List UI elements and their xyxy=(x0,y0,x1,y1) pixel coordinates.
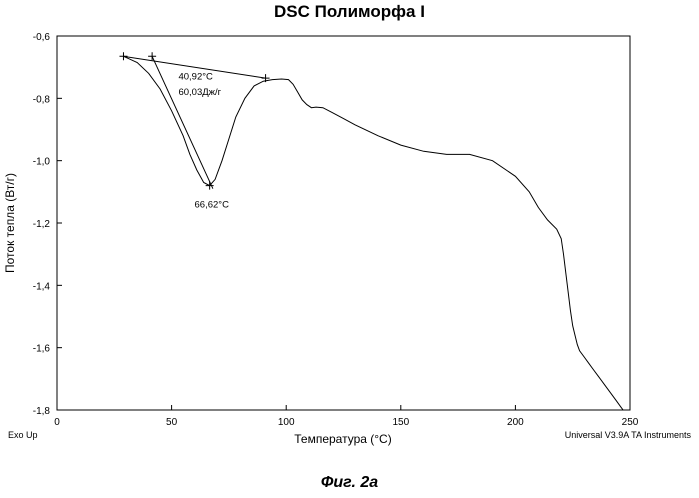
y-tick-label: -1,8 xyxy=(33,406,51,417)
x-tick-label: 250 xyxy=(622,417,639,428)
annotations: 40,92°C 60,03Дж/г 66,62°C xyxy=(178,72,229,211)
instrument-label: Universal V3.9A TA Instruments xyxy=(565,430,691,440)
exo-up-label: Exo Up xyxy=(8,430,38,440)
annotation-label: 66,62°C xyxy=(195,199,230,210)
x-axis-ticks: 0 50 100 150 200 250 xyxy=(54,405,639,428)
annotation-label: 40,92°C xyxy=(178,72,213,83)
y-axis-ticks: -0,6 -0,8 -1,0 -1,2 -1,4 -1,6 -1,8 xyxy=(33,32,62,417)
x-tick-label: 0 xyxy=(54,417,60,428)
marker-cross xyxy=(119,52,127,60)
x-tick-label: 50 xyxy=(166,417,178,428)
marker-cross xyxy=(148,52,156,60)
annotation-label: 60,03Дж/г xyxy=(178,87,221,98)
y-tick-label: -0,8 xyxy=(33,94,51,105)
y-tick-label: -1,4 xyxy=(33,281,51,292)
dsc-chart: 0 50 100 150 200 250 -0,6 -0,8 -1,0 -1,2 -1,4 -1,6… xyxy=(0,0,699,498)
plot-frame xyxy=(57,36,630,410)
y-axis-label: Поток тепла (Вт/г) xyxy=(3,173,17,273)
x-axis-label: Температура (°C) xyxy=(294,432,391,446)
x-tick-label: 100 xyxy=(278,417,295,428)
y-tick-label: -1,6 xyxy=(33,344,51,355)
x-tick-label: 200 xyxy=(507,417,524,428)
y-tick-label: -0,6 xyxy=(33,32,51,43)
heat-flow-curve xyxy=(124,56,624,410)
y-tick-label: -1,2 xyxy=(33,219,51,230)
y-tick-label: -1,0 xyxy=(33,157,51,168)
x-tick-label: 150 xyxy=(392,417,409,428)
figure-caption: Фиг. 2а xyxy=(0,474,699,492)
marker-cross xyxy=(262,74,270,82)
